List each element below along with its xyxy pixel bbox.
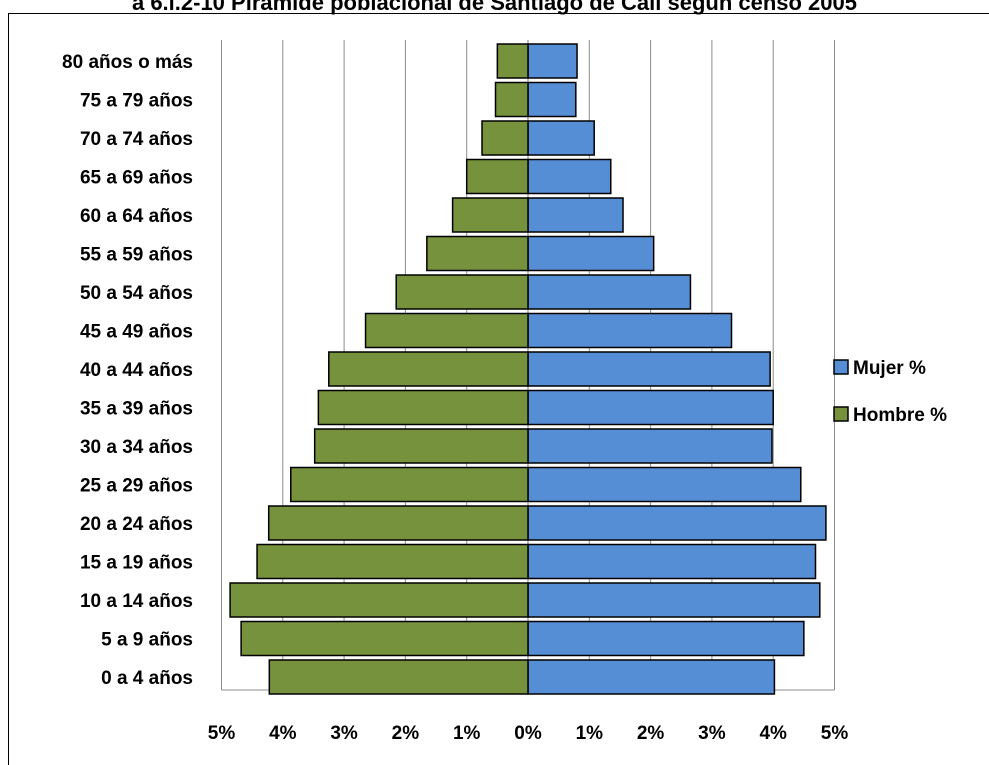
bar-hombre — [481, 120, 529, 156]
age-group-label: 0 a 4 años — [101, 668, 193, 689]
bar-mujer — [527, 120, 595, 156]
x-tick-label: 0% — [514, 723, 542, 744]
bar-hombre — [451, 197, 529, 233]
x-tick-label: 1% — [453, 723, 481, 744]
bar-hombre — [364, 312, 529, 349]
bar-mujer — [527, 389, 774, 426]
bar-mujer — [527, 505, 827, 541]
x-tick-label: 3% — [330, 723, 358, 744]
bar-mujer — [527, 543, 817, 580]
x-tick-label: 2% — [392, 723, 420, 744]
x-tick-label: 1% — [576, 723, 604, 744]
x-tick-labels: 5% 4% 3% 2% 1% 0% 1% 2% 3% 4% 5% — [208, 723, 849, 744]
bar-hombre — [496, 43, 529, 79]
chart-frame — [8, 13, 989, 765]
age-group-label: 10 a 14 años — [80, 591, 193, 612]
bar-hombre — [229, 582, 529, 618]
bar-mujer — [527, 659, 776, 695]
bar-mujer — [527, 582, 821, 618]
bar-mujer — [527, 312, 733, 349]
age-group-label: 55 a 59 años — [80, 245, 193, 266]
bar-mujer — [527, 466, 802, 503]
x-tick-label: 2% — [637, 723, 665, 744]
bar-mujer — [527, 428, 773, 464]
bar-mujer — [527, 620, 805, 657]
bar-hombre — [267, 505, 529, 541]
x-tick-label: 5% — [821, 723, 849, 744]
age-group-label: 80 años o más — [62, 52, 193, 73]
legend: Mujer % Hombre % — [833, 358, 947, 426]
age-group-label: 75 a 79 años — [80, 91, 193, 112]
bar-hombre — [268, 659, 529, 695]
bar-hombre — [494, 81, 529, 118]
legend-label: Hombre % — [853, 405, 947, 426]
age-group-label: 20 a 24 años — [80, 514, 193, 535]
bar-hombre — [290, 466, 529, 503]
bar-hombre — [395, 274, 529, 310]
bar-hombre — [317, 389, 529, 426]
bar-mujer — [527, 351, 771, 387]
bar-mujer — [527, 197, 624, 233]
legend-swatch — [833, 406, 849, 422]
bar-mujer — [527, 43, 578, 79]
bar-mujer — [527, 81, 577, 118]
x-tick-label: 4% — [759, 723, 787, 744]
x-tick-label: 4% — [269, 723, 297, 744]
bar-hombre — [426, 235, 529, 272]
age-group-label: 5 a 9 años — [101, 630, 193, 651]
age-group-label: 60 a 64 años — [80, 206, 193, 227]
age-group-label: 30 a 34 años — [80, 437, 193, 458]
age-group-label: 50 a 54 años — [80, 283, 193, 304]
bars — [229, 43, 827, 695]
bar-mujer — [527, 235, 655, 272]
age-group-label: 70 a 74 años — [80, 129, 193, 150]
age-group-label: 35 a 39 años — [80, 399, 193, 420]
x-tick-label: 3% — [698, 723, 726, 744]
age-group-labels: 80 años o más 75 a 79 años 70 a 74 años 65 … — [62, 52, 193, 689]
bar-hombre — [328, 351, 529, 387]
age-group-label: 40 a 44 años — [80, 360, 193, 381]
legend-label: Mujer % — [853, 358, 926, 379]
bar-hombre — [240, 620, 529, 657]
bar-mujer — [527, 158, 612, 195]
bar-hombre — [256, 543, 529, 580]
legend-swatch — [833, 359, 849, 375]
bar-mujer — [527, 274, 692, 310]
age-group-label: 15 a 19 años — [80, 553, 193, 574]
bar-hombre — [313, 428, 529, 464]
age-group-label: 65 a 69 años — [80, 168, 193, 189]
age-group-label: 25 a 29 años — [80, 476, 193, 497]
age-group-label: 45 a 49 años — [80, 322, 193, 343]
chart-title: a 6.i.2-10 Pirámide poblacional de Santi… — [131, 0, 858, 15]
x-tick-label: 5% — [208, 723, 236, 744]
bar-hombre — [465, 158, 529, 195]
